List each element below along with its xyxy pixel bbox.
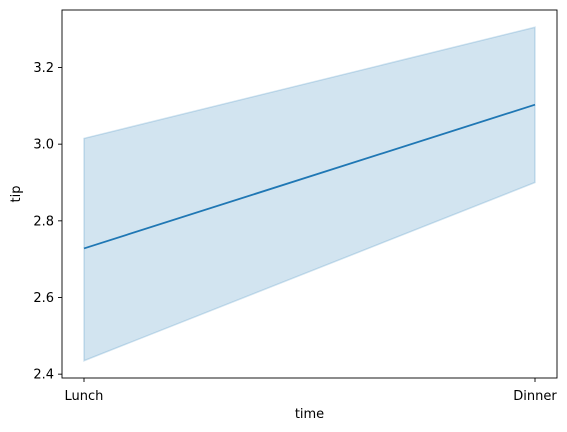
- y-axis-label: tip: [9, 186, 24, 203]
- y-tick-label: 2.4: [33, 368, 54, 383]
- y-axis-ticks: 2.4 2.6 2.8 3.0 3.2: [33, 61, 62, 383]
- confidence-band: [83, 26, 536, 362]
- x-axis-label: time: [295, 407, 324, 422]
- y-tick-label: 2.6: [33, 291, 54, 306]
- x-tick-label: Dinner: [513, 389, 557, 404]
- y-tick-label: 3.0: [33, 138, 54, 153]
- series-line-layer: [83, 103, 536, 250]
- plot-frame: [61, 9, 558, 379]
- y-tick-label: 2.8: [33, 214, 54, 229]
- y-tick-label: 3.2: [33, 61, 54, 76]
- confidence-band-layer: [83, 26, 536, 362]
- x-tick-label: Lunch: [65, 389, 104, 404]
- x-axis-ticks: Lunch Dinner: [65, 378, 557, 404]
- series-line: [83, 103, 536, 250]
